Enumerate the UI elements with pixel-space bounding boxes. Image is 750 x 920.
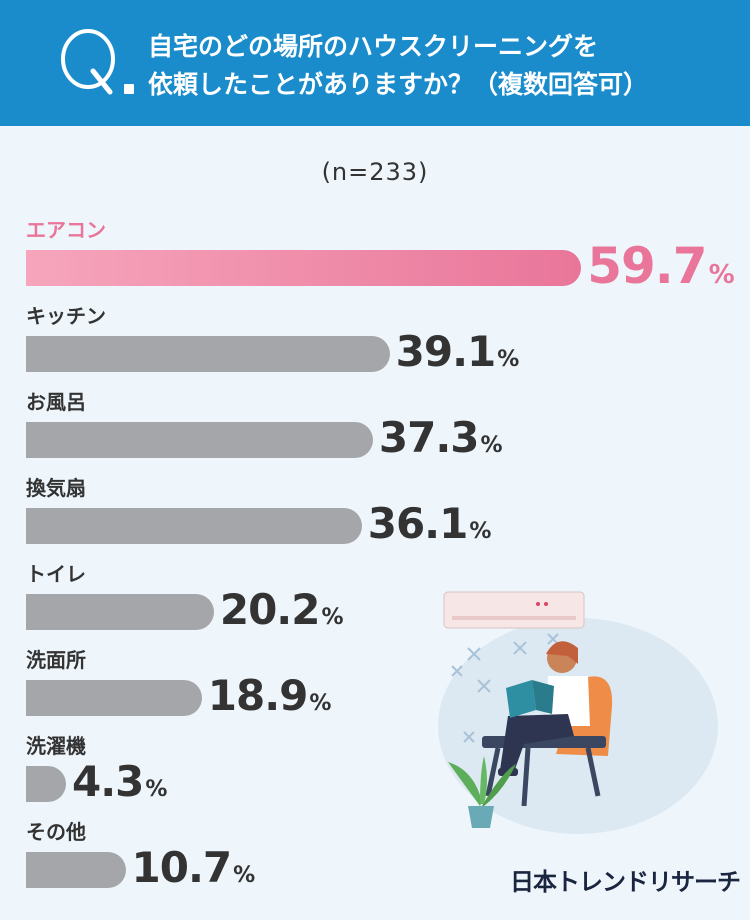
value-label: 39.1% <box>395 327 520 376</box>
bar <box>26 852 126 888</box>
value-label: 36.1% <box>367 499 492 548</box>
question-header: 自宅のどの場所のハウスクリーニングを 依頼したことがありますか？（複数回答可） <box>0 0 750 126</box>
q-dot <box>124 84 134 94</box>
bar <box>26 508 362 544</box>
bar <box>26 680 202 716</box>
question-text: 自宅のどの場所のハウスクリーニングを 依頼したことがありますか？（複数回答可） <box>148 28 728 104</box>
category-label: キッチン <box>26 304 106 328</box>
category-label: トイレ <box>26 562 86 586</box>
brand-logo: 日本トレンドリサーチ <box>510 868 741 896</box>
value-label: 59.7% <box>587 237 735 295</box>
bar <box>26 766 66 802</box>
category-label: 換気扇 <box>26 476 86 500</box>
bar <box>26 250 582 286</box>
category-label: 洗濯機 <box>26 734 86 758</box>
bar <box>26 422 373 458</box>
category-label: エアコン <box>26 218 106 242</box>
value-label: 37.3% <box>378 413 503 462</box>
q-letter-icon <box>61 29 115 95</box>
value-label: 18.9% <box>207 671 332 720</box>
value-label: 4.3% <box>71 757 168 806</box>
value-label: 20.2% <box>219 585 344 634</box>
category-label: その他 <box>26 820 86 844</box>
category-label: 洗面所 <box>26 648 86 672</box>
category-label: お風呂 <box>26 390 86 414</box>
value-label: 10.7% <box>131 843 256 892</box>
sample-size: (n=233) <box>321 158 429 186</box>
question-line-2: 依頼したことがありますか？（複数回答可） <box>148 70 649 99</box>
person-with-air-conditioner-illustration <box>438 591 718 834</box>
bar <box>26 336 390 372</box>
bar <box>26 594 214 630</box>
question-line-1: 自宅のどの場所のハウスクリーニングを <box>148 32 599 61</box>
